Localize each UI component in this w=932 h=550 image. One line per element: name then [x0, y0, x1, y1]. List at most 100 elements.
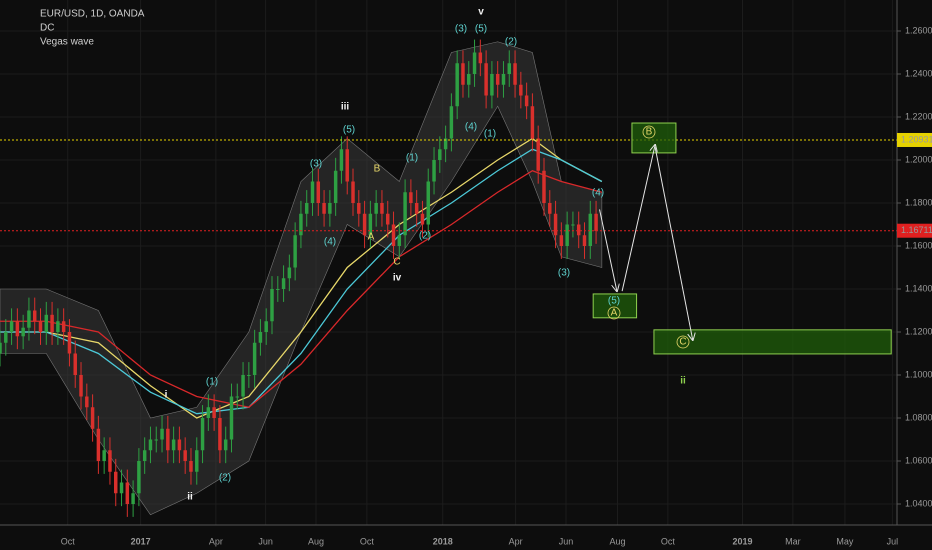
indicator-label: DC: [40, 23, 54, 34]
x-tick-label: Oct: [661, 536, 676, 546]
candle-body: [4, 332, 8, 343]
candle-body: [571, 224, 575, 226]
target-zone: [653, 329, 892, 355]
candle-body: [56, 321, 60, 332]
candle-body: [501, 74, 506, 85]
y-tick-label: 1.14000: [905, 283, 932, 293]
candle-body: [21, 327, 25, 337]
wave-label: (1): [406, 153, 418, 164]
candle-body: [495, 74, 500, 85]
candle-body: [137, 461, 141, 494]
candle-body: [9, 321, 14, 332]
x-tick-label: Oct: [61, 536, 76, 546]
x-tick-label: Apr: [209, 536, 223, 546]
candle-body: [449, 106, 454, 139]
candle-body: [0, 342, 2, 354]
wave-label: iii: [341, 102, 350, 113]
candle-body: [195, 450, 199, 472]
candle-body: [114, 471, 118, 494]
candle-body: [357, 203, 361, 214]
candle-body: [252, 342, 257, 375]
candle-body: [223, 439, 228, 451]
candle-body: [299, 213, 303, 236]
candle-body: [154, 439, 158, 441]
candle-body: [467, 74, 471, 85]
wave-label: C: [679, 337, 686, 348]
candle-body: [79, 375, 83, 397]
target-zone: [592, 293, 638, 319]
candle-body: [478, 52, 483, 64]
wave-label: v: [478, 7, 484, 18]
candle-body: [166, 428, 170, 451]
candle-body: [212, 407, 216, 418]
candle-body: [380, 203, 384, 214]
candle-body: [131, 493, 135, 504]
y-tick-label: 1.20000: [905, 154, 932, 164]
x-tick-label: Oct: [360, 536, 375, 546]
x-tick-label: 2019: [732, 536, 752, 546]
x-tick-label: Aug: [609, 536, 625, 546]
candle-body: [409, 192, 413, 203]
y-tick-label: 1.06000: [905, 455, 932, 465]
forecast-arrow: [621, 145, 655, 292]
y-tick-label: 1.26000: [905, 25, 932, 35]
y-tick-label: 1.04000: [905, 498, 932, 508]
wave-label: B: [374, 164, 381, 175]
ma-line: [0, 137, 603, 419]
wave-label: B: [646, 127, 653, 138]
candle-body: [368, 213, 373, 236]
candle-body: [513, 63, 517, 85]
candle-body: [420, 213, 425, 225]
wave-label: (2): [419, 231, 431, 242]
wave-label: ii: [187, 492, 193, 503]
candle-body: [333, 170, 338, 203]
candle-body: [559, 235, 564, 246]
candle-body: [96, 428, 101, 461]
wave-label: ii: [680, 376, 686, 387]
wave-label: i: [165, 390, 168, 401]
x-tick-label: May: [836, 536, 854, 546]
candle-body: [588, 213, 593, 246]
candle-body: [414, 203, 419, 214]
candle-body: [328, 203, 332, 214]
forecast-arrow: [654, 147, 693, 340]
candle-body: [142, 450, 147, 461]
wave-label: (1): [206, 377, 218, 388]
wave-label: (3): [455, 24, 467, 35]
candle-body: [241, 375, 245, 397]
x-tick-label: 2017: [131, 536, 151, 546]
wave-label: (1): [484, 129, 496, 140]
candle-body: [85, 396, 89, 408]
candle-body: [548, 203, 552, 214]
candle-body: [351, 181, 355, 203]
candle-body: [177, 439, 182, 451]
candle-body: [32, 310, 37, 322]
candle-body: [171, 439, 176, 451]
candle-body: [507, 63, 512, 74]
candle-body: [235, 396, 240, 398]
x-tick-label: Jun: [559, 536, 574, 546]
x-tick-label: Aug: [308, 536, 324, 546]
candle-body: [576, 224, 581, 236]
y-tick-label: 1.16000: [905, 240, 932, 250]
candle-body: [50, 314, 54, 332]
candle-body: [553, 213, 558, 236]
wave-label: (4): [592, 188, 604, 199]
wave-label: (5): [343, 125, 355, 136]
candle-body: [362, 213, 367, 236]
price-label-box: [897, 223, 932, 238]
ma-line: [0, 170, 603, 408]
candle-body: [38, 321, 43, 332]
x-tick-label: 2018: [433, 536, 453, 546]
candle-body: [339, 149, 344, 171]
x-tick-label: Jun: [258, 536, 273, 546]
candle-body: [490, 74, 494, 96]
wave-circle: [607, 306, 621, 320]
candle-body: [472, 52, 477, 74]
candle-body: [536, 138, 540, 171]
candle-body: [264, 321, 268, 332]
candle-body: [61, 321, 66, 332]
candle-body: [438, 149, 442, 160]
candle-body: [565, 224, 569, 246]
